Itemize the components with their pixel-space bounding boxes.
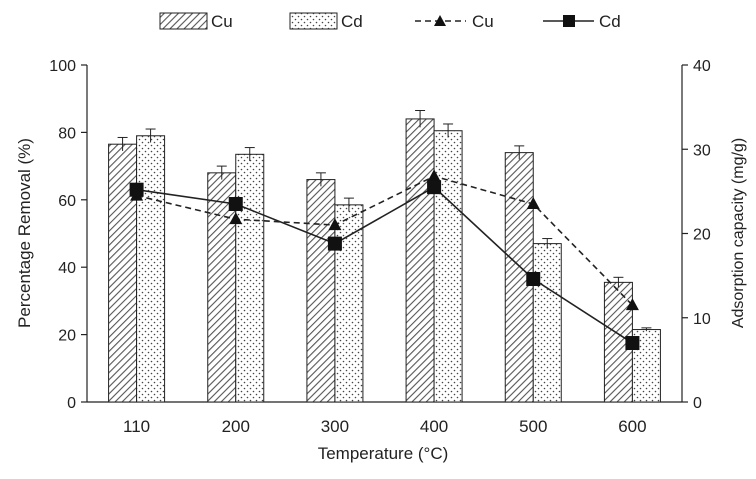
bar-cu-400 (405, 118, 435, 403)
point-square-500 (526, 271, 541, 286)
x-tick-label: 400 (420, 417, 448, 436)
legend-label-cu-line: Cu (472, 12, 494, 31)
left-tick-label: 40 (58, 260, 76, 277)
legend-label-cu-bar: Cu (211, 12, 233, 31)
left-axis: 0 20 40 60 80 100 Percentage Removal (%) (15, 58, 88, 412)
point-square-200 (228, 197, 243, 212)
legend-item-cu-line: Cu (415, 12, 494, 31)
x-axis-title: Temperature (°C) (318, 444, 449, 463)
legend-swatch-cd-bar (289, 12, 338, 30)
left-tick-label: 20 (58, 328, 76, 345)
legend-item-cd-line: Cd (543, 12, 621, 31)
left-tick-label: 100 (49, 58, 76, 75)
line-cd-square (136, 186, 633, 344)
bar-cd-300 (334, 204, 364, 403)
bar-cd-400 (433, 130, 463, 403)
point-triangle-400 (427, 169, 441, 182)
bar-cu-200 (207, 172, 237, 403)
right-tick-label: 10 (693, 311, 711, 328)
legend-item-cd-bar: Cd (289, 12, 363, 31)
legend-item-cu-bar: Cu (159, 12, 233, 31)
x-tick-label: 300 (321, 417, 349, 436)
left-tick-label: 60 (58, 193, 76, 210)
point-square-400 (427, 180, 442, 195)
legend-marker-square (563, 15, 575, 27)
point-triangle-300 (328, 218, 342, 231)
x-axis: 110 200 300 400 500 600 Temperature (°C) (87, 401, 682, 463)
legend-label-cd-line: Cd (599, 12, 621, 31)
left-axis-ticks: 0 20 40 60 80 100 (49, 58, 87, 412)
legend: Cu Cd Cu Cd (159, 12, 621, 31)
left-axis-title: Percentage Removal (%) (15, 138, 34, 328)
point-triangle-600 (625, 298, 639, 311)
legend-swatch-cu-bar (159, 12, 208, 30)
legend-marker-triangle (434, 15, 446, 26)
line-cu-triangle (136, 175, 633, 306)
x-tick-label: 110 (123, 417, 150, 436)
point-square-300 (327, 236, 342, 251)
x-axis-tick-labels: 110 200 300 400 500 600 (123, 417, 647, 436)
point-triangle-200 (229, 212, 243, 225)
point-square-110 (129, 182, 144, 197)
line-layer (129, 169, 640, 351)
x-tick-label: 500 (519, 417, 547, 436)
point-square-600 (625, 336, 640, 351)
right-axis-title: Adsorption capacity (mg/g) (730, 138, 747, 328)
left-tick-label: 80 (58, 125, 76, 142)
legend-label-cd-bar: Cd (341, 12, 363, 31)
bar-cu-300 (306, 179, 336, 403)
right-tick-label: 30 (693, 142, 711, 159)
left-tick-label: 0 (67, 395, 76, 412)
bar-cd-200 (235, 153, 265, 403)
bar-cd-110 (136, 135, 166, 403)
x-tick-label: 200 (222, 417, 250, 436)
right-tick-label: 0 (693, 395, 702, 412)
right-tick-label: 40 (693, 58, 711, 75)
right-tick-label: 20 (693, 227, 711, 244)
right-axis: 0 10 20 30 40 Adsorption capacity (mg/g) (681, 58, 747, 412)
bar-cd-500 (532, 243, 562, 403)
x-tick-label: 600 (618, 417, 646, 436)
right-axis-ticks: 0 10 20 30 40 (682, 58, 711, 412)
bar-layer (108, 109, 661, 403)
point-triangle-500 (526, 197, 540, 210)
